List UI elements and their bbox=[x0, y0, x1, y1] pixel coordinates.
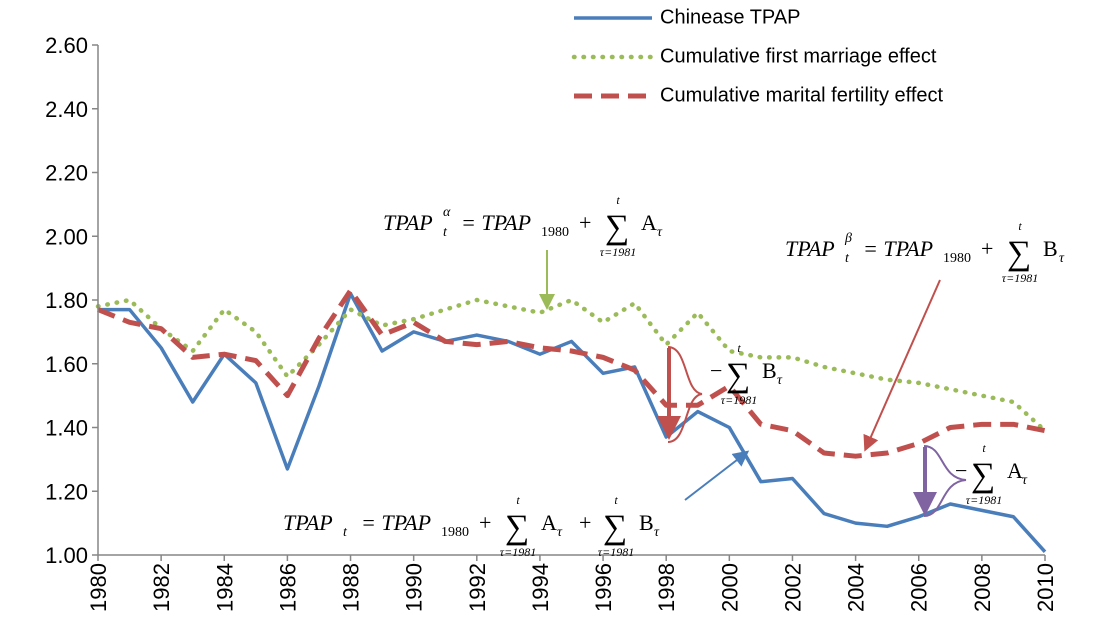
y-tick-label: 1.60 bbox=[45, 352, 88, 377]
annotation-eq-sub: 1980 bbox=[541, 225, 569, 240]
annotation-minus: − bbox=[955, 458, 967, 483]
annotation-sum2: ∑ bbox=[603, 509, 627, 546]
legend-label: Chinease TPAP bbox=[660, 6, 800, 28]
annotation-plus: + bbox=[479, 510, 491, 535]
annotation-sum: ∑ bbox=[726, 357, 750, 394]
annotation-lhs: TPAP bbox=[383, 210, 433, 235]
annotation-sum-top: t bbox=[516, 493, 520, 507]
annotation-plus: + bbox=[579, 210, 591, 235]
annotation-lhs: TPAP bbox=[785, 236, 835, 261]
annotation-sum: ∑ bbox=[605, 209, 629, 246]
annotation-term: B bbox=[762, 358, 777, 383]
arrow bbox=[863, 279, 941, 452]
annotation-sum: ∑ bbox=[505, 509, 529, 546]
x-tick-label: 1984 bbox=[212, 563, 237, 612]
annotation-lhs-sup: β bbox=[844, 231, 852, 246]
annotation-lhs-sub: t bbox=[443, 225, 448, 240]
annotation-sum-top: t bbox=[982, 441, 986, 455]
y-tick-label: 1.80 bbox=[45, 288, 88, 313]
annotation-eq-sub: 1980 bbox=[441, 525, 469, 540]
annotation-eq: = TPAP bbox=[461, 210, 531, 235]
annotation-term-sub: τ bbox=[777, 373, 783, 388]
annotation-term-sub: τ bbox=[1022, 473, 1028, 488]
annotation-term2: B bbox=[639, 510, 654, 535]
y-tick-label: 2.60 bbox=[45, 33, 88, 58]
y-tick-label: 2.40 bbox=[45, 97, 88, 122]
y-tick-label: 2.20 bbox=[45, 161, 88, 186]
y-tick-label: 2.00 bbox=[45, 224, 88, 249]
annotation-term: B bbox=[1043, 236, 1058, 261]
arrow bbox=[684, 450, 750, 501]
brace bbox=[667, 346, 703, 443]
annotation-eq: = TPAP bbox=[863, 236, 933, 261]
annotation-term-sub: τ bbox=[557, 525, 563, 540]
x-tick-label: 2000 bbox=[717, 563, 742, 612]
annotation-plus: + bbox=[981, 236, 993, 261]
annotation-lhs-sub: t bbox=[343, 525, 348, 540]
annotation-term: A bbox=[641, 210, 657, 235]
annotation-sum-top: t bbox=[616, 193, 620, 207]
annotation-eq: = TPAP bbox=[361, 510, 431, 535]
annotation-sum: ∑ bbox=[971, 457, 995, 494]
annotation-plus2: + bbox=[579, 510, 591, 535]
annotation-lhs: TPAP bbox=[283, 510, 333, 535]
plot-lines bbox=[95, 287, 1048, 553]
y-tick-label: 1.20 bbox=[45, 479, 88, 504]
x-tick-label: 1988 bbox=[339, 563, 364, 612]
annotation-sum2-bottom: τ=1981 bbox=[598, 545, 634, 559]
x-tick-label: 2008 bbox=[970, 563, 995, 612]
annotation-sum2-top: t bbox=[614, 493, 618, 507]
annotation-sum-top: t bbox=[737, 341, 741, 355]
legend-label: Cumulative marital fertility effect bbox=[660, 84, 944, 106]
annotation-eq-sub: 1980 bbox=[943, 251, 971, 266]
x-tick-label: 1986 bbox=[275, 563, 300, 612]
x-tick-label: 1994 bbox=[528, 563, 553, 612]
x-tick-label: 1990 bbox=[402, 563, 427, 612]
annotation-minus: − bbox=[710, 358, 722, 383]
x-tick-label: 2002 bbox=[780, 563, 805, 612]
annotation-term-sub: τ bbox=[1059, 251, 1065, 266]
x-tick-label: 2010 bbox=[1033, 563, 1058, 612]
x-tick-label: 2006 bbox=[907, 563, 932, 612]
brace bbox=[923, 445, 967, 517]
x-tick-label: 1996 bbox=[591, 563, 616, 612]
legend-label: Cumulative first marriage effect bbox=[660, 45, 937, 67]
annotation-term: A bbox=[1007, 458, 1023, 483]
annotation-sum-bottom: τ=1981 bbox=[721, 393, 757, 407]
x-tick-label: 1992 bbox=[465, 563, 490, 612]
y-tick-label: 1.40 bbox=[45, 416, 88, 441]
annotation-lhs-sub: t bbox=[845, 251, 850, 266]
annotation-arrows bbox=[539, 250, 967, 517]
annotation-sum-bottom: τ=1981 bbox=[1002, 271, 1038, 285]
annotation-lhs-sup: α bbox=[443, 205, 451, 220]
annotation-sum: ∑ bbox=[1007, 235, 1031, 272]
series-line bbox=[97, 287, 1046, 459]
annotation-sum-bottom: τ=1981 bbox=[600, 245, 636, 259]
series-line bbox=[98, 291, 1047, 553]
annotation-sum-bottom: τ=1981 bbox=[966, 493, 1002, 507]
y-tick-label: 1.00 bbox=[45, 543, 88, 568]
annotation-term2-sub: τ bbox=[654, 525, 660, 540]
annotation-sum-bottom: τ=1981 bbox=[500, 545, 536, 559]
x-tick-label: 1998 bbox=[654, 563, 679, 612]
annotation-sum-top: t bbox=[1018, 219, 1022, 233]
x-tick-label: 1980 bbox=[86, 563, 111, 612]
x-tick-label: 1982 bbox=[149, 563, 174, 612]
annotation-term-sub: τ bbox=[657, 225, 663, 240]
x-tick-label: 2004 bbox=[844, 563, 869, 612]
annotation-term: A bbox=[541, 510, 557, 535]
